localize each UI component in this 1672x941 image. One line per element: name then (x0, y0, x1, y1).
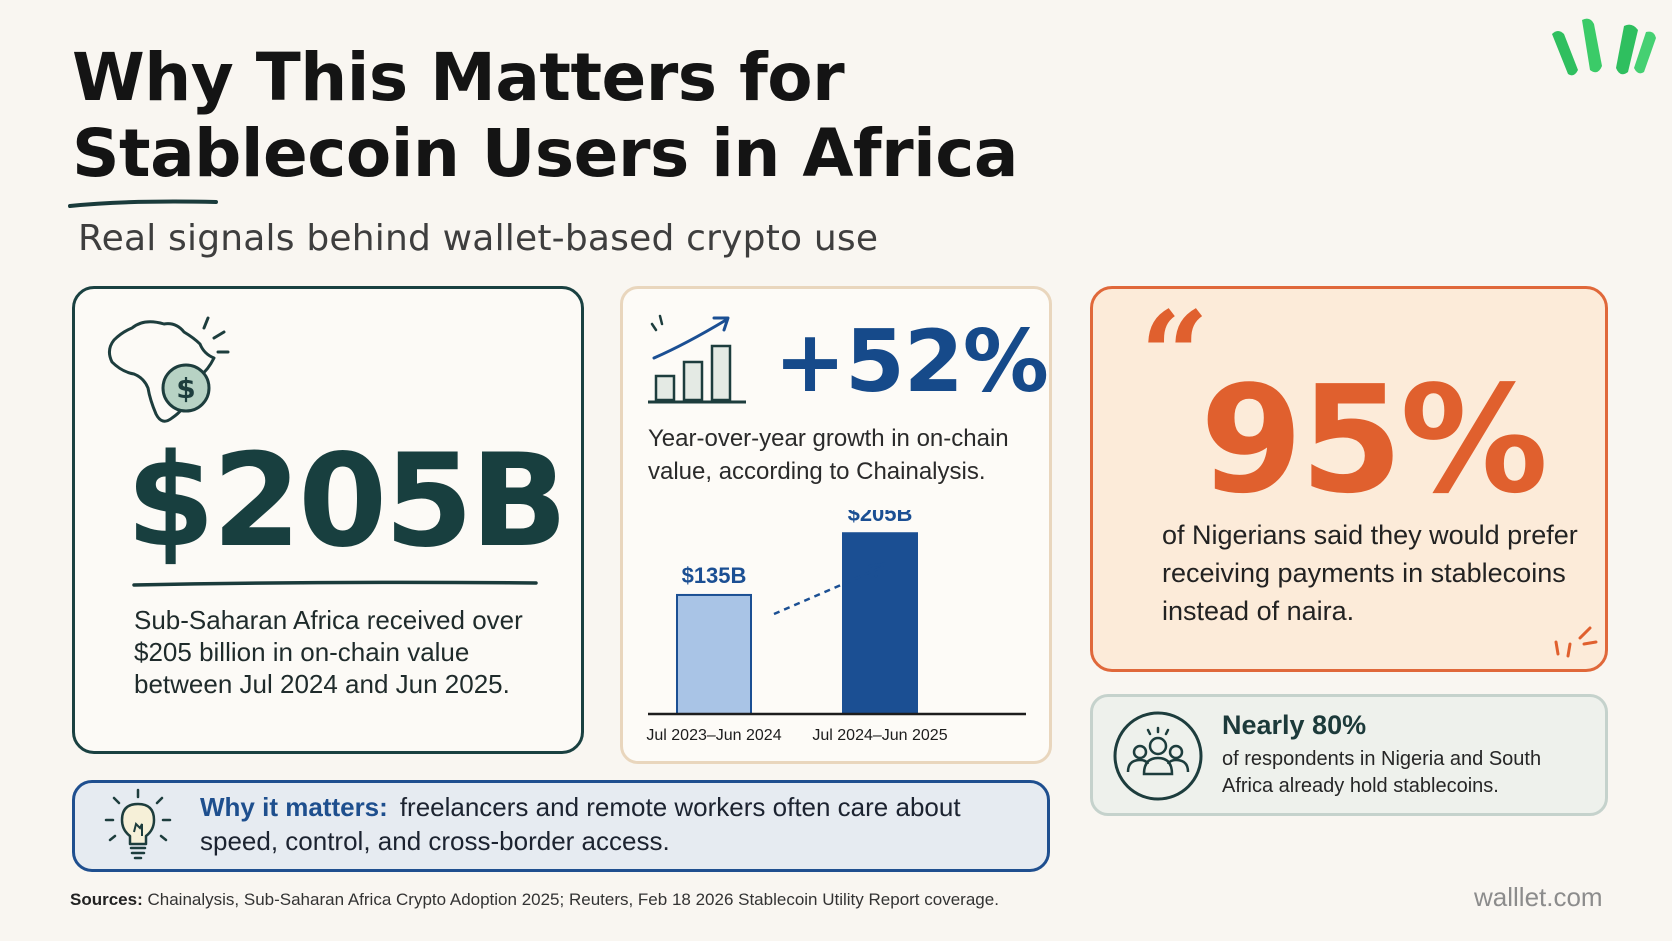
chart-category-label: Jul 2023–Jun 2024 (646, 727, 781, 744)
stat-value-holders: Nearly 80% (1222, 710, 1367, 740)
why-it-matters-text: Why it matters: freelancers and remote wo… (200, 790, 1030, 858)
page-title: Why This Matters for Stablecoin Users in… (72, 40, 1072, 192)
title-underline (68, 199, 218, 208)
stat-card-205b (72, 286, 584, 754)
stat-value-growth: +52% (774, 312, 1049, 412)
why-it-matters-banner (72, 780, 1050, 872)
chart-trend-arrow (773, 566, 881, 616)
chart-data-label: $135B (682, 563, 747, 588)
chart-data-label: $205B (848, 510, 913, 526)
why-it-matters-label: Why it matters: (200, 792, 388, 822)
bar-growth-icon (648, 314, 746, 404)
bar-chart: $135B Jul 2023–Jun 2024 $205B Jul 2024–Jun … (646, 510, 1026, 744)
africa-dollar-icon: $ (107, 316, 230, 423)
chart-bar (842, 532, 918, 715)
stat-card-nigeria (1090, 286, 1608, 672)
stat-description-205b: Sub-Saharan Africa received over $205 bi… (134, 605, 523, 699)
svg-text:$: $ (176, 372, 195, 405)
sources-label: Sources: (70, 890, 143, 909)
people-group-icon (1113, 711, 1203, 801)
chart-category-label: Jul 2024–Jun 2025 (812, 727, 947, 744)
stat-card-holders (1090, 694, 1608, 816)
title-line-1: Why This Matters for (72, 39, 845, 116)
stat-value-205b: $205B (126, 427, 568, 576)
title-line-2: Stablecoin Users in Africa (72, 115, 1018, 192)
chart-trend-arrowhead (868, 562, 886, 578)
stat-value-nigeria: 95% (1200, 354, 1548, 526)
stat-description-holders: of respondents in Nigeria and South Afri… (1222, 748, 1542, 797)
brand-logo (1552, 18, 1656, 76)
site-url[interactable]: walllet.com (1474, 882, 1603, 912)
sources-text: Chainalysis, Sub-Saharan Africa Crypto A… (147, 890, 999, 909)
chart-bar (676, 593, 752, 715)
why-it-matters-body: freelancers and remote workers often car… (200, 792, 961, 856)
lightbulb-icon (104, 788, 172, 860)
spark-accent-icon (1554, 626, 1598, 658)
stat-description-growth: Year-over-year growth in on-chain value,… (648, 425, 1009, 485)
sources-footnote: Sources: Chainalysis, Sub-Saharan Africa… (70, 890, 999, 910)
stat-underline (132, 580, 538, 587)
stat-description-nigeria: of Nigerians said they would prefer rece… (1162, 520, 1578, 626)
subtitle: Real signals behind wallet-based crypto … (78, 218, 879, 259)
quote-mark-icon: “ (1140, 285, 1210, 426)
